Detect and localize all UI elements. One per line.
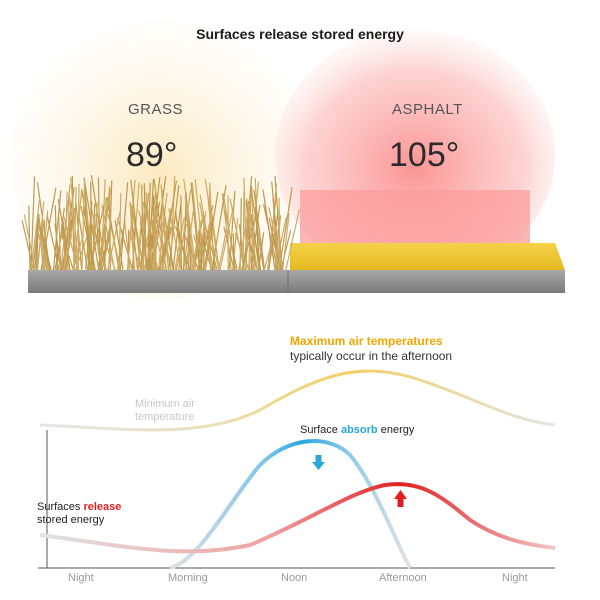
surface-absorb-curve [169, 439, 412, 570]
release-annotation-line1: Surfaces release [37, 501, 121, 513]
min-temp-label-line1: Minimum air [135, 398, 195, 410]
asphalt-surface [290, 243, 565, 270]
heat-haze-asphalt [275, 30, 555, 280]
heat-haze-grass [10, 20, 310, 300]
grass-temperature: 89° [126, 136, 178, 174]
grass-label: GRASS [128, 101, 184, 118]
absorb-suffix: energy [377, 424, 415, 436]
release-annotation-line2: stored energy [37, 514, 105, 526]
x-tick-morning: Morning [168, 572, 208, 584]
x-tick-night-start: Night [68, 572, 94, 584]
air-temperature-curve [39, 369, 556, 432]
surface-release-curve [39, 482, 556, 554]
max-temp-title: Maximum air temperatures [290, 334, 443, 348]
absorb-highlight: absorb [340, 424, 378, 436]
x-tick-afternoon: Afternoon [379, 572, 427, 584]
grass-blades [21, 175, 300, 271]
ground-slab [28, 270, 565, 293]
release-highlight: release [83, 501, 122, 513]
asphalt-temperature: 105° [389, 136, 460, 174]
page-title: Surfaces release stored energy [196, 26, 404, 42]
surface-scene [10, 20, 565, 300]
x-tick-noon: Noon [281, 572, 308, 584]
min-temp-label-line2: temperature [135, 411, 195, 423]
absorb-annotation: Surface absorb energy [300, 424, 414, 436]
release-arrow-icon [394, 490, 407, 507]
absorb-arrow-icon [312, 455, 325, 470]
x-tick-night-end: Night [502, 572, 528, 584]
max-temp-subtitle: typically occur in the afternoon [290, 349, 453, 363]
release-prefix: Surfaces [37, 501, 84, 513]
asphalt-label: ASPHALT [392, 101, 463, 118]
absorb-prefix: Surface [300, 424, 341, 436]
